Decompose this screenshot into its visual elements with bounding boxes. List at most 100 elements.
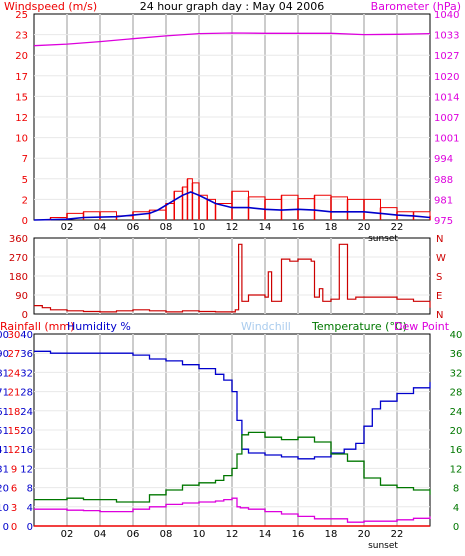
series-layer: [33, 32, 431, 527]
rainfall-tick-label: 0: [11, 522, 17, 533]
rainfall-tick-label: 27: [8, 349, 21, 360]
humidity-tick-label: 61: [0, 407, 9, 418]
temp-hour-label: 12: [226, 529, 239, 540]
rainfall-tick-label: 18: [8, 407, 21, 418]
humidity-tick-label: 90: [0, 349, 9, 360]
temperature-axis-title: Temperature (°C): [311, 320, 407, 333]
barometer-tick-label: 975: [434, 216, 453, 227]
temp-hour-label: 02: [61, 529, 74, 540]
humidity-tick-label-inner: 32: [20, 368, 33, 379]
windspeed-tick-label: 15: [15, 92, 28, 103]
windspeed-tick-label: 7: [22, 154, 28, 165]
barometer-tick-label: 1020: [434, 72, 459, 83]
wind-hour-label: 16: [292, 222, 305, 233]
barometer-axis-title: Barometer (hPa): [371, 0, 461, 13]
wind-hour-label: 12: [226, 222, 239, 233]
compass-tick-label: N: [436, 310, 443, 321]
barometer-tick-label: 1033: [434, 31, 459, 42]
temp-hour-label: 16: [292, 529, 305, 540]
temperature-tick-label: 36: [450, 349, 463, 360]
windspeed-tick-label: 25: [15, 10, 28, 21]
rainfall-tick-label: 12: [8, 445, 21, 456]
barometer-tick-label: 1027: [434, 51, 459, 62]
humidity-tick-label-inner: 24: [20, 407, 33, 418]
temp-hour-label: 10: [193, 529, 206, 540]
temperature-tick-label: 40: [450, 330, 463, 341]
dewpoint-legend: Dew Point: [394, 320, 450, 333]
humidity-tick-label: 100: [0, 330, 9, 341]
windspeed-axis-title: Windspeed (m/s): [4, 0, 97, 13]
humidity-tick-label-inner: 8: [27, 484, 33, 495]
label-layer: 0257101215172023259759819889941001100710…: [0, 10, 462, 551]
temperature-tick-label: 16: [450, 445, 463, 456]
humidity-tick-label: 51: [0, 426, 9, 437]
rainfall-tick-label: 15: [8, 426, 21, 437]
barometer-tick-label: 1001: [434, 134, 459, 145]
humidity-tick-label-inner: 40: [20, 330, 33, 341]
barometer-line: [33, 32, 431, 47]
windspeed-tick-label: 12: [15, 113, 28, 124]
barometer-tick-label: 1007: [434, 113, 459, 124]
barometer-tick-label: 1040: [434, 10, 459, 21]
compass-tick-label: E: [436, 291, 442, 302]
rainfall-tick-label: 24: [8, 368, 21, 379]
humidity-axis-title: Humidity %: [67, 320, 131, 333]
wind-hour-label: 22: [391, 222, 404, 233]
temperature-tick-label: 12: [450, 464, 463, 475]
compass-tick-label: S: [436, 272, 442, 283]
temperature-tick-label: 24: [450, 407, 463, 418]
humidity-tick-label-inner: 12: [20, 464, 33, 475]
humidity-tick-label-inner: 36: [20, 349, 33, 360]
wind-hour-label: 08: [160, 222, 173, 233]
temp-hour-label: 06: [127, 529, 140, 540]
wind-sunset-label: sunset: [368, 234, 398, 244]
wind-hour-label: 10: [193, 222, 206, 233]
temp-hour-label: 22: [391, 529, 404, 540]
humidity-tick-label: 10: [0, 503, 9, 514]
rainfall-tick-label: 6: [11, 484, 17, 495]
humidity-tick-label-inner: 4: [27, 503, 33, 514]
grid-layer: [34, 14, 430, 526]
wind-direction-line: [34, 243, 431, 313]
wind-hour-label: 14: [259, 222, 272, 233]
temperature-tick-label: 0: [453, 522, 459, 533]
temp-hour-label: 18: [325, 529, 338, 540]
temp-hour-label: 04: [94, 529, 107, 540]
temp-sunset-label: sunset: [368, 541, 398, 551]
wind-hour-label: 06: [127, 222, 140, 233]
temperature-tick-label: 20: [450, 426, 463, 437]
compass-tick-label: W: [436, 253, 446, 264]
barometer-tick-label: 981: [434, 195, 453, 206]
temperature-line: [34, 431, 431, 503]
humidity-tick-label: 31: [0, 464, 9, 475]
wind-hour-label: 02: [61, 222, 74, 233]
humidity-tick-label-inner: 0: [27, 522, 33, 533]
direction-tick-label: 90: [15, 291, 28, 302]
graph-title: 24 hour graph day : May 04 2006: [140, 0, 325, 13]
windspeed-tick-label: 20: [15, 51, 28, 62]
rainfall-tick-label: 3: [11, 503, 17, 514]
barometer-tick-label: 994: [434, 154, 453, 165]
humidity-tick-label: 20: [0, 484, 9, 495]
humidity-tick-label-inner: 20: [20, 426, 33, 437]
windspeed-tick-label: 2: [22, 195, 28, 206]
barometer-tick-label: 1014: [434, 92, 459, 103]
temp-hour-label: 14: [259, 529, 272, 540]
dewpoint-line: [34, 497, 431, 523]
temp-hour-label: 20: [358, 529, 371, 540]
humidity-tick-label: 81: [0, 368, 9, 379]
windchill-legend: Windchill: [241, 320, 291, 333]
direction-tick-label: 270: [9, 253, 28, 264]
direction-tick-label: 0: [22, 310, 28, 321]
humidity-tick-label: 41: [0, 445, 9, 456]
rainfall-axis-title: Rainfall (mm): [0, 320, 74, 333]
humidity-tick-label: 0: [3, 522, 9, 533]
temperature-tick-label: 4: [453, 503, 459, 514]
humidity-tick-label: 71: [0, 388, 9, 399]
compass-tick-label: N: [436, 234, 443, 245]
temperature-tick-label: 32: [450, 368, 463, 379]
windspeed-tick-label: 5: [22, 175, 28, 186]
windspeed-tick-label: 0: [22, 216, 28, 227]
windspeed-line: [34, 178, 431, 221]
windspeed-tick-label: 17: [15, 72, 28, 83]
